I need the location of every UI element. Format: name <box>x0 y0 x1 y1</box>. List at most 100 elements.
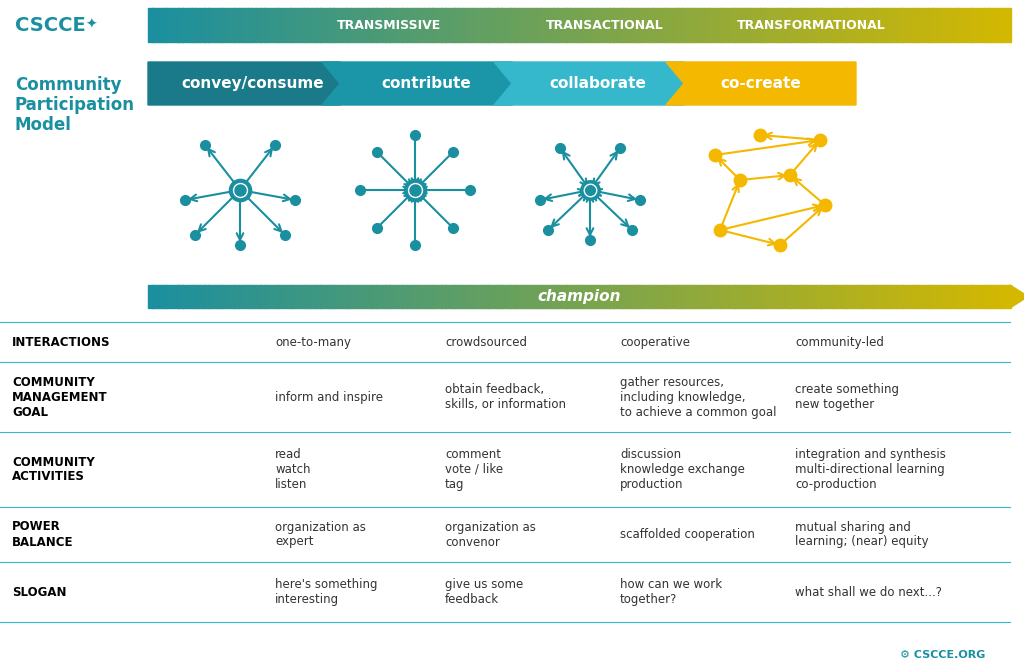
Bar <box>234 8 239 42</box>
Bar <box>1001 285 1007 308</box>
Bar <box>703 285 709 308</box>
Bar <box>574 285 580 308</box>
Bar <box>441 285 445 308</box>
Bar <box>855 8 860 42</box>
Bar <box>889 285 894 308</box>
Bar <box>484 8 489 42</box>
Bar <box>592 285 597 308</box>
Bar <box>325 285 330 308</box>
Bar <box>617 285 623 308</box>
Bar <box>945 285 950 308</box>
Bar <box>252 8 256 42</box>
Bar <box>217 285 222 308</box>
Bar <box>186 285 191 308</box>
Bar <box>941 285 946 308</box>
Bar <box>428 8 433 42</box>
Bar <box>268 8 273 42</box>
Text: INTERACTIONS: INTERACTIONS <box>12 335 111 349</box>
Bar <box>838 285 843 308</box>
Bar <box>432 8 437 42</box>
Text: ✦: ✦ <box>85 18 96 32</box>
Bar <box>906 285 911 308</box>
Bar <box>976 285 980 308</box>
Bar <box>760 285 765 308</box>
Bar <box>915 8 920 42</box>
Text: what shall we do next...?: what shall we do next...? <box>795 585 942 599</box>
Bar <box>307 8 312 42</box>
Bar <box>342 8 347 42</box>
Bar <box>264 285 269 308</box>
Bar <box>997 285 1001 308</box>
Bar <box>282 8 287 42</box>
Bar <box>703 8 709 42</box>
Bar <box>252 285 256 308</box>
Bar <box>958 8 964 42</box>
Bar <box>967 8 972 42</box>
Bar <box>256 8 260 42</box>
Bar <box>764 285 769 308</box>
Bar <box>372 285 377 308</box>
Bar <box>243 285 248 308</box>
Bar <box>182 285 187 308</box>
Bar <box>584 8 588 42</box>
Text: POWER
BALANCE: POWER BALANCE <box>12 520 74 548</box>
Bar <box>148 8 153 42</box>
Bar <box>945 8 950 42</box>
Bar <box>196 285 201 308</box>
Bar <box>338 8 342 42</box>
Bar <box>777 285 782 308</box>
Bar <box>471 285 476 308</box>
Bar <box>644 8 648 42</box>
Bar <box>519 8 523 42</box>
Bar <box>652 285 657 308</box>
Bar <box>958 285 964 308</box>
Bar <box>295 285 299 308</box>
Bar <box>381 285 386 308</box>
Bar <box>760 8 765 42</box>
Text: ⚙ CSCCE.ORG: ⚙ CSCCE.ORG <box>900 650 985 660</box>
Bar <box>350 8 355 42</box>
Bar <box>372 8 377 42</box>
Bar <box>510 285 515 308</box>
Bar <box>536 285 541 308</box>
Bar <box>949 285 954 308</box>
Bar <box>157 8 162 42</box>
Bar <box>713 285 718 308</box>
Bar <box>911 8 915 42</box>
Bar <box>1001 8 1007 42</box>
Text: TRANSFORMATIONAL: TRANSFORMATIONAL <box>737 19 886 31</box>
Bar <box>364 8 369 42</box>
Bar <box>424 8 429 42</box>
Bar <box>273 8 278 42</box>
Bar <box>527 285 532 308</box>
Bar <box>984 285 989 308</box>
Bar <box>321 8 326 42</box>
Bar <box>260 8 265 42</box>
Bar <box>605 285 609 308</box>
Bar <box>243 8 248 42</box>
Bar <box>334 8 338 42</box>
Text: community-led: community-led <box>795 335 884 349</box>
Bar <box>368 285 373 308</box>
Bar <box>937 285 941 308</box>
Bar <box>588 285 593 308</box>
Bar <box>531 285 537 308</box>
Bar <box>898 8 903 42</box>
Bar <box>997 8 1001 42</box>
Bar <box>260 285 265 308</box>
Bar <box>506 8 511 42</box>
Bar <box>769 8 773 42</box>
Bar <box>329 8 334 42</box>
Bar <box>368 8 373 42</box>
Bar <box>415 8 420 42</box>
Bar <box>316 8 321 42</box>
Text: co-create: co-create <box>721 76 802 91</box>
Bar <box>742 8 748 42</box>
Bar <box>213 8 217 42</box>
Bar <box>178 8 183 42</box>
Bar <box>213 285 217 308</box>
Bar <box>553 285 558 308</box>
Bar <box>290 8 295 42</box>
Bar <box>816 285 821 308</box>
Bar <box>459 8 463 42</box>
